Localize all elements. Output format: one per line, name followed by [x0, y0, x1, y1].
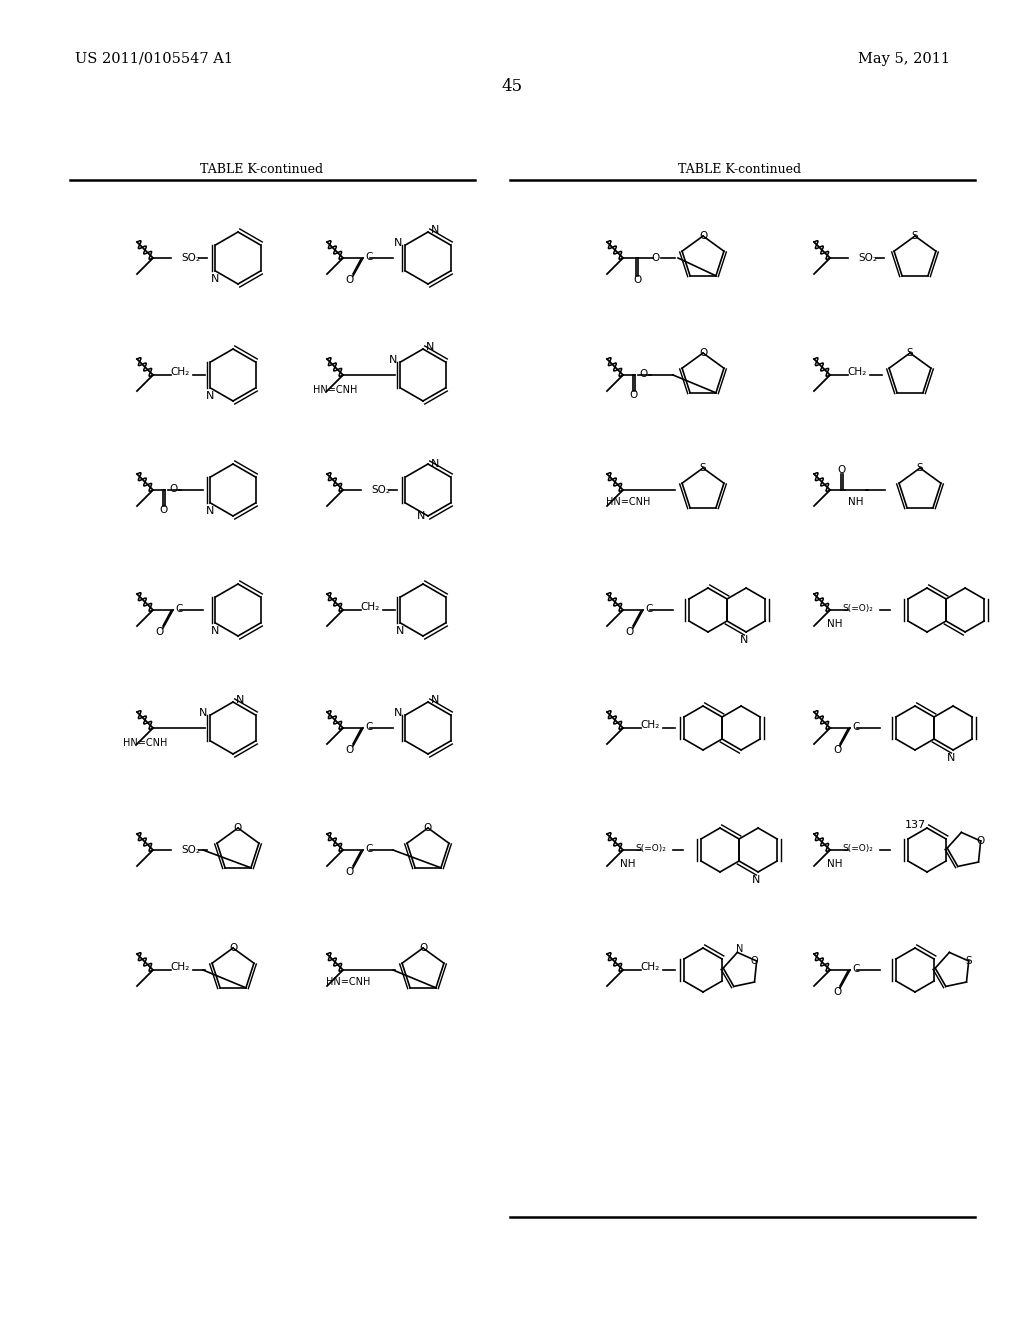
Text: N: N [236, 696, 245, 705]
Text: CH₂: CH₂ [360, 602, 380, 612]
Text: SO₂: SO₂ [858, 253, 877, 263]
Text: N: N [206, 506, 215, 516]
Text: S(=O)₂: S(=O)₂ [843, 603, 873, 612]
Text: SO₂: SO₂ [181, 253, 200, 263]
Text: O: O [160, 506, 168, 515]
Text: HN=CNH: HN=CNH [326, 977, 371, 987]
Text: O: O [419, 942, 427, 953]
Text: N: N [426, 342, 434, 352]
Text: CH₂: CH₂ [640, 719, 659, 730]
Text: CH₂: CH₂ [848, 367, 866, 378]
Text: TABLE K-continued: TABLE K-continued [679, 162, 802, 176]
Text: N: N [199, 708, 208, 718]
Text: NH: NH [827, 619, 843, 630]
Text: O: O [633, 275, 641, 285]
Text: CH₂: CH₂ [170, 962, 189, 972]
Text: HN=CNH: HN=CNH [606, 498, 650, 507]
Text: C: C [365, 722, 373, 733]
Text: N: N [394, 238, 402, 248]
Text: N: N [431, 224, 439, 235]
Text: N: N [740, 635, 749, 645]
Text: C: C [852, 964, 859, 974]
Text: CH₂: CH₂ [640, 962, 659, 972]
Text: NH: NH [621, 859, 636, 869]
Text: N: N [431, 459, 439, 469]
Text: N: N [735, 944, 743, 954]
Text: S: S [966, 956, 972, 966]
Text: C: C [365, 252, 373, 261]
Text: N: N [431, 696, 439, 705]
Text: O: O [838, 465, 846, 475]
Text: O: O [626, 627, 634, 638]
Text: O: O [233, 822, 242, 833]
Text: US 2011/0105547 A1: US 2011/0105547 A1 [75, 51, 233, 66]
Text: N: N [417, 511, 425, 521]
Text: C: C [175, 605, 182, 614]
Text: N: N [752, 875, 760, 884]
Text: HN=CNH: HN=CNH [123, 738, 167, 748]
Text: S: S [699, 463, 707, 473]
Text: S: S [911, 231, 919, 242]
Text: SO₂: SO₂ [181, 845, 200, 855]
Text: O: O [751, 956, 759, 966]
Text: TABLE K-continued: TABLE K-continued [201, 162, 324, 176]
Text: May 5, 2011: May 5, 2011 [858, 51, 950, 66]
Text: N: N [396, 626, 404, 636]
Text: O: O [833, 987, 841, 997]
Text: N: N [947, 752, 955, 763]
Text: HN=CNH: HN=CNH [312, 385, 357, 395]
Text: N: N [206, 391, 215, 401]
Text: O: O [639, 370, 647, 379]
Text: N: N [211, 626, 220, 636]
Text: O: O [156, 627, 164, 638]
Text: S: S [916, 463, 924, 473]
Text: O: O [698, 231, 708, 242]
Text: O: O [346, 867, 354, 876]
Text: 137: 137 [905, 820, 926, 830]
Text: O: O [169, 484, 177, 494]
Text: SO₂: SO₂ [371, 484, 390, 495]
Text: O: O [346, 275, 354, 285]
Text: NH: NH [848, 498, 864, 507]
Text: NH: NH [827, 859, 843, 869]
Text: O: O [229, 942, 238, 953]
Text: O: O [833, 744, 841, 755]
Text: O: O [424, 822, 432, 833]
Text: CH₂: CH₂ [170, 367, 189, 378]
Text: C: C [852, 722, 859, 733]
Text: O: O [977, 836, 985, 846]
Text: S(=O)₂: S(=O)₂ [843, 843, 873, 853]
Text: N: N [394, 708, 402, 718]
Text: C: C [645, 605, 652, 614]
Text: O: O [346, 744, 354, 755]
Text: O: O [630, 389, 638, 400]
Text: S: S [906, 348, 913, 358]
Text: C: C [365, 843, 373, 854]
Text: S(=O)₂: S(=O)₂ [636, 843, 667, 853]
Text: N: N [211, 275, 220, 284]
Text: 45: 45 [502, 78, 522, 95]
Text: N: N [389, 355, 397, 366]
Text: O: O [652, 253, 660, 263]
Text: O: O [698, 348, 708, 358]
